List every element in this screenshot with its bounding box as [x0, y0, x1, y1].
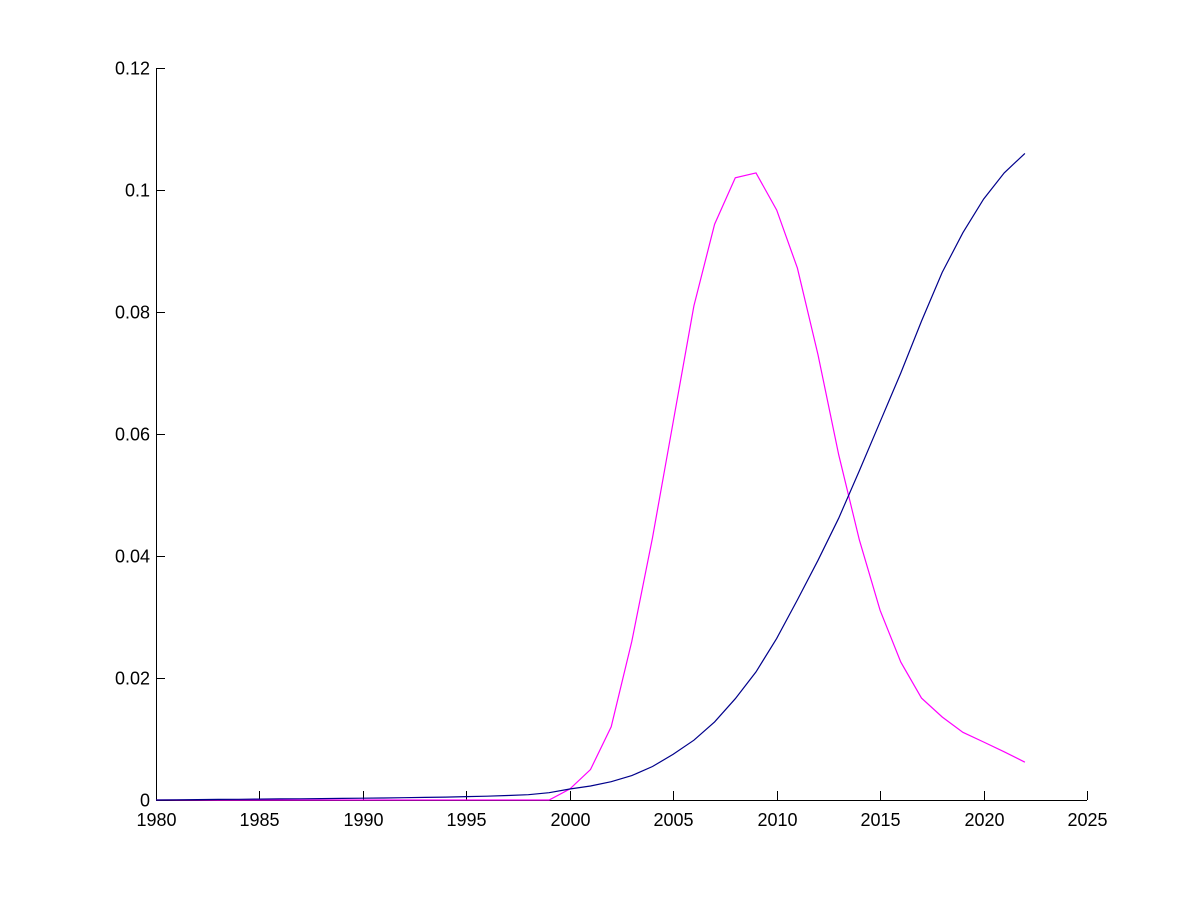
x-tick-label: 2000 [550, 810, 590, 830]
x-tick-label: 1980 [136, 810, 176, 830]
x-tick-label: 2005 [653, 810, 693, 830]
x-tick-label: 2025 [1067, 810, 1107, 830]
x-tick-label: 1985 [239, 810, 279, 830]
x-tick-label: 2010 [757, 810, 797, 830]
x-tick-label: 1995 [446, 810, 486, 830]
series-group [155, 152, 1026, 801]
x-tick-label: 2020 [964, 810, 1004, 830]
axes: 1980 1985 1990 1995 2000 2005 2010 2015 2020 2025… [115, 59, 1108, 831]
y-tick-label: 0.12 [115, 59, 150, 79]
y-tick-label: 0.02 [115, 669, 150, 689]
series-line-1 [156, 172, 1026, 801]
y-tick-label: 0.06 [115, 425, 150, 445]
y-tick-label: 0 [140, 791, 150, 811]
y-tick-label: 0.08 [115, 303, 150, 323]
x-tick-label: 2015 [860, 810, 900, 830]
y-tick-label: 0.04 [115, 547, 150, 567]
y-tick-label: 0.1 [125, 181, 150, 201]
series-line-2 [155, 152, 1026, 801]
x-tick-label: 1990 [343, 810, 383, 830]
